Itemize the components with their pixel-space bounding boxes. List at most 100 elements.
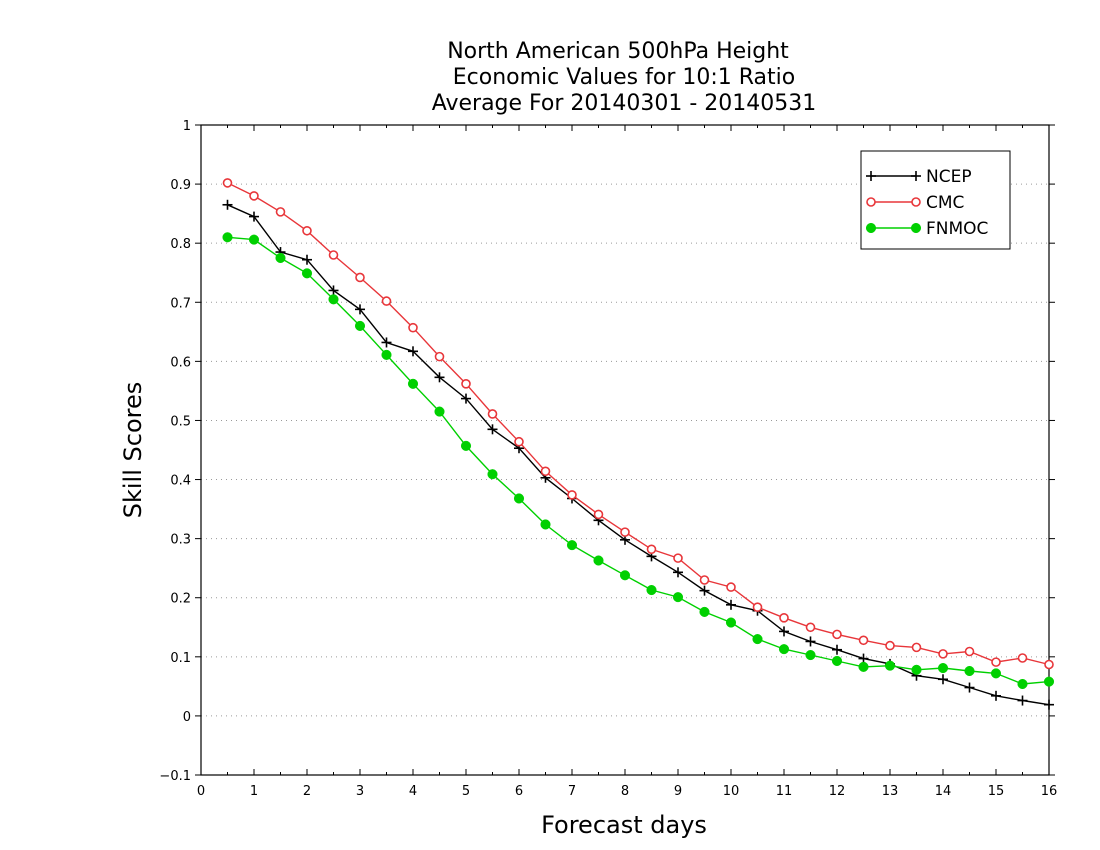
data-point-fnmoc <box>911 664 922 675</box>
data-point-cmc <box>726 582 736 592</box>
x-tick-label: 6 <box>515 784 523 799</box>
x-tick-label: 4 <box>409 784 417 799</box>
chart-title: North American 500hPa Height Economic Va… <box>432 39 817 116</box>
x-tick-label: 9 <box>674 784 682 799</box>
data-point-cmc <box>487 409 498 419</box>
data-point-fnmoc <box>884 660 896 671</box>
data-point-fnmoc <box>328 294 339 305</box>
data-point-fnmoc <box>778 644 790 655</box>
data-point-ncep <box>991 690 1001 701</box>
data-series <box>222 178 1055 710</box>
data-point-ncep <box>461 393 471 404</box>
data-point-cmc <box>355 272 365 283</box>
data-point-ncep <box>832 644 842 655</box>
data-point-fnmoc <box>381 349 392 360</box>
x-tick-label: 15 <box>988 784 1005 799</box>
y-tick-label: 0.8 <box>170 237 191 252</box>
y-tick-label: 0.2 <box>170 592 191 607</box>
x-tick-label: 14 <box>935 784 952 799</box>
data-point-fnmoc <box>275 252 286 264</box>
data-point-cmc <box>461 379 471 389</box>
data-point-ncep <box>805 636 816 647</box>
data-point-fnmoc <box>699 606 710 617</box>
chart-title-line-1: North American 500hPa Height <box>447 39 789 64</box>
data-point-fnmoc <box>1043 676 1055 687</box>
data-point-ncep <box>964 682 975 693</box>
data-point-fnmoc <box>460 440 472 451</box>
data-point-cmc <box>699 575 710 585</box>
data-point-ncep <box>381 337 392 348</box>
data-point-fnmoc <box>858 661 869 672</box>
data-point-cmc <box>275 207 286 217</box>
legend-marker-ncep <box>911 171 921 181</box>
data-point-ncep <box>487 424 498 435</box>
legend-marker-ncep <box>866 171 876 181</box>
data-point-cmc <box>1044 659 1054 670</box>
data-point-ncep <box>938 674 948 685</box>
data-point-fnmoc <box>222 232 233 243</box>
data-point-ncep <box>699 585 710 596</box>
x-tick-label: 16 <box>1041 784 1058 799</box>
data-point-cmc <box>381 296 392 306</box>
data-point-cmc <box>434 351 445 362</box>
data-point-fnmoc <box>752 634 763 645</box>
legend-marker-fnmoc <box>910 222 922 234</box>
x-tick-label: 11 <box>776 784 793 799</box>
data-point-fnmoc <box>354 320 366 331</box>
data-point-fnmoc <box>593 555 604 566</box>
data-point-fnmoc <box>566 540 578 551</box>
y-axis-label: Skill Scores <box>119 382 147 519</box>
legend-label-cmc: CMC <box>926 193 964 213</box>
x-tick-label: 12 <box>829 784 846 799</box>
data-point-cmc <box>514 436 524 447</box>
y-tick-label: 0.4 <box>170 474 191 489</box>
data-point-cmc <box>832 629 842 640</box>
y-tick-label: 1 <box>183 119 191 134</box>
data-point-cmc <box>964 646 975 657</box>
legend-marker-fnmoc <box>865 222 877 234</box>
x-tick-label: 3 <box>356 784 364 799</box>
x-tick-label: 13 <box>882 784 899 799</box>
data-point-fnmoc <box>248 234 260 245</box>
data-point-ncep <box>434 372 445 383</box>
data-point-cmc <box>752 602 763 612</box>
x-tick-label: 8 <box>621 784 629 799</box>
data-point-cmc <box>222 178 233 188</box>
data-point-ncep <box>726 599 736 610</box>
y-tick-label: 0.3 <box>170 533 191 548</box>
y-tick-label: 0 <box>183 710 191 725</box>
data-point-fnmoc <box>990 668 1002 679</box>
y-tick-label: 0.5 <box>170 414 191 429</box>
y-tick-label: 0.1 <box>170 651 191 666</box>
data-point-cmc <box>620 527 630 537</box>
data-point-cmc <box>938 649 948 659</box>
data-point-cmc <box>673 553 683 563</box>
x-tick-label: 10 <box>723 784 740 799</box>
data-point-cmc <box>911 642 922 653</box>
data-point-cmc <box>540 466 551 477</box>
legend-label-ncep: NCEP <box>926 167 972 187</box>
data-point-fnmoc <box>725 617 737 628</box>
chart-title-line-2: Economic Values for 10:1 Ratio <box>453 65 795 90</box>
data-point-ncep <box>673 567 683 578</box>
data-point-cmc <box>858 635 869 646</box>
data-point-fnmoc <box>619 570 631 581</box>
data-point-cmc <box>567 490 577 500</box>
data-point-fnmoc <box>1017 678 1028 690</box>
series-fnmoc <box>222 232 1055 690</box>
data-point-ncep <box>249 211 259 222</box>
data-point-cmc <box>408 322 418 333</box>
data-point-cmc <box>328 250 339 260</box>
legend-marker-cmc <box>866 197 876 207</box>
data-point-ncep <box>222 199 233 210</box>
x-axis-label: Forecast days <box>541 811 707 839</box>
data-point-ncep <box>1017 695 1028 706</box>
x-tick-label: 1 <box>250 784 258 799</box>
data-point-fnmoc <box>831 655 843 667</box>
data-point-cmc <box>249 191 259 201</box>
series-cmc <box>222 178 1054 670</box>
x-tick-label: 5 <box>462 784 470 799</box>
y-tick-label: 0.9 <box>170 178 191 193</box>
data-point-cmc <box>302 225 312 236</box>
